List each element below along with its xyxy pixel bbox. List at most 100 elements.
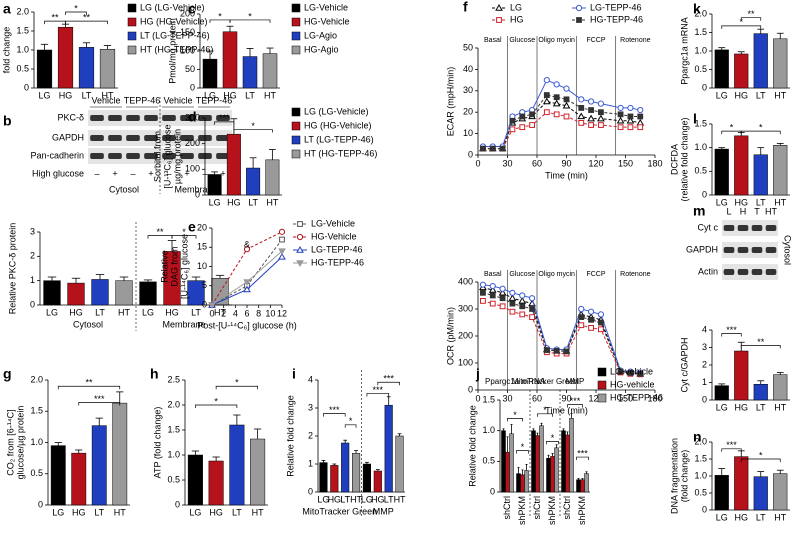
bar [753,154,768,196]
significance-label: * [251,121,255,131]
point [577,112,586,120]
significance-bracket [171,235,197,239]
y-tick-label: 1.5 [694,453,707,463]
significance-bracket [516,450,529,454]
blot-header: HT [765,206,777,216]
significance-bracket [740,345,781,349]
legend-marker [576,17,582,23]
point [499,303,506,310]
point [578,105,585,111]
significance-label: * [513,410,517,420]
bar [207,174,222,196]
point [588,107,594,113]
series-line [482,100,641,150]
y-tick-label: 2.0 [694,8,707,18]
point [637,124,644,131]
phase-label: Rotenone [620,271,650,278]
point [499,145,506,152]
legend-label: LG [510,2,522,12]
significance-bracket [721,25,762,29]
y-tick-label: 15 [197,242,207,252]
point [499,295,506,302]
x-tick-label: 4 [233,308,238,318]
y-tick-label: 100 [180,45,195,55]
significance-bracket [229,19,271,23]
significance-label: * [759,122,763,132]
x-tick-label: LT [232,507,242,517]
point [637,370,644,377]
significance-bracket [195,404,238,408]
x-tick-label: LT [384,494,394,504]
x-tick-label: LT [756,197,766,207]
group-label: MMP [566,377,585,386]
legend-swatch [291,31,301,41]
bar [554,447,559,493]
bar [546,458,551,493]
y-tick-label: 0 [30,299,35,309]
bar [753,476,768,511]
blot-sign: – [130,168,135,178]
legend-label: LT (LG-TEPP-46) [140,30,210,40]
y-tick-label: 30 [463,85,473,95]
legend-label: LG-Vehicle [304,2,348,12]
bar [36,49,53,89]
blot-band [162,153,176,159]
significance-label: *** [383,374,394,384]
y-tick-label: 0 [702,189,707,199]
blot-sign: + [112,168,117,178]
significance-label: *** [373,385,384,395]
y-tick-label: 10 [463,128,473,138]
panel: h 0 0.5 1.0 1.5 2.0 2.5 ATP (fold change) LG HG LT… [150,366,268,517]
y-tick-label: 1.5 [482,394,495,404]
point [519,124,526,131]
blot-fraction: Membrane [174,184,217,194]
point [480,289,486,296]
significance-bracket [507,418,523,422]
blot-band [765,225,777,231]
significance-bracket [740,17,762,21]
y-tick-label: 0 [468,384,473,394]
legend-swatch [291,135,301,145]
x-tick-label: 0 [209,308,214,318]
point [588,122,594,128]
point [519,303,526,310]
significance-bracket [323,413,346,417]
x-tick-label: HG [69,307,83,317]
legend-swatch [127,17,137,27]
x-tick-label: 6 [244,308,249,318]
bar [43,280,61,306]
bar [501,430,506,493]
x-axis-label: Post-[U-¹⁴C₆] glucose (h) [197,320,297,330]
series-line [482,94,641,150]
significance-label: * [74,3,78,13]
blot-band [126,153,140,159]
x-tick-label: shPKM [517,496,527,525]
y-tick-label: 40 [463,64,473,74]
legend-label: HG-TEPP-46 [590,14,643,24]
x-tick-label: LT [191,307,201,317]
x-tick-label: 0 [475,158,480,168]
blot-header: H [740,206,747,216]
x-tick-label: 60 [532,158,542,168]
blot-band [180,135,194,141]
y-tick-label: 2.0 [694,436,707,446]
point [637,113,644,120]
y-tick-label: 2.0 [30,374,43,384]
x-tick-label: HT [118,307,130,317]
point [627,124,634,131]
series-line [482,300,641,375]
bar [565,434,570,493]
point [489,300,496,307]
x-tick-label: LG [189,507,201,517]
blot-fraction: Cytosol [109,184,139,194]
y-tick-label: 0 [38,499,43,509]
point [488,286,497,293]
significance-bracket [65,11,87,15]
bar [516,473,521,493]
point [597,311,605,318]
blot-header: T [754,206,760,216]
point [278,248,286,256]
x-tick-label: HG [735,197,749,207]
significance-label: ** [85,378,93,388]
